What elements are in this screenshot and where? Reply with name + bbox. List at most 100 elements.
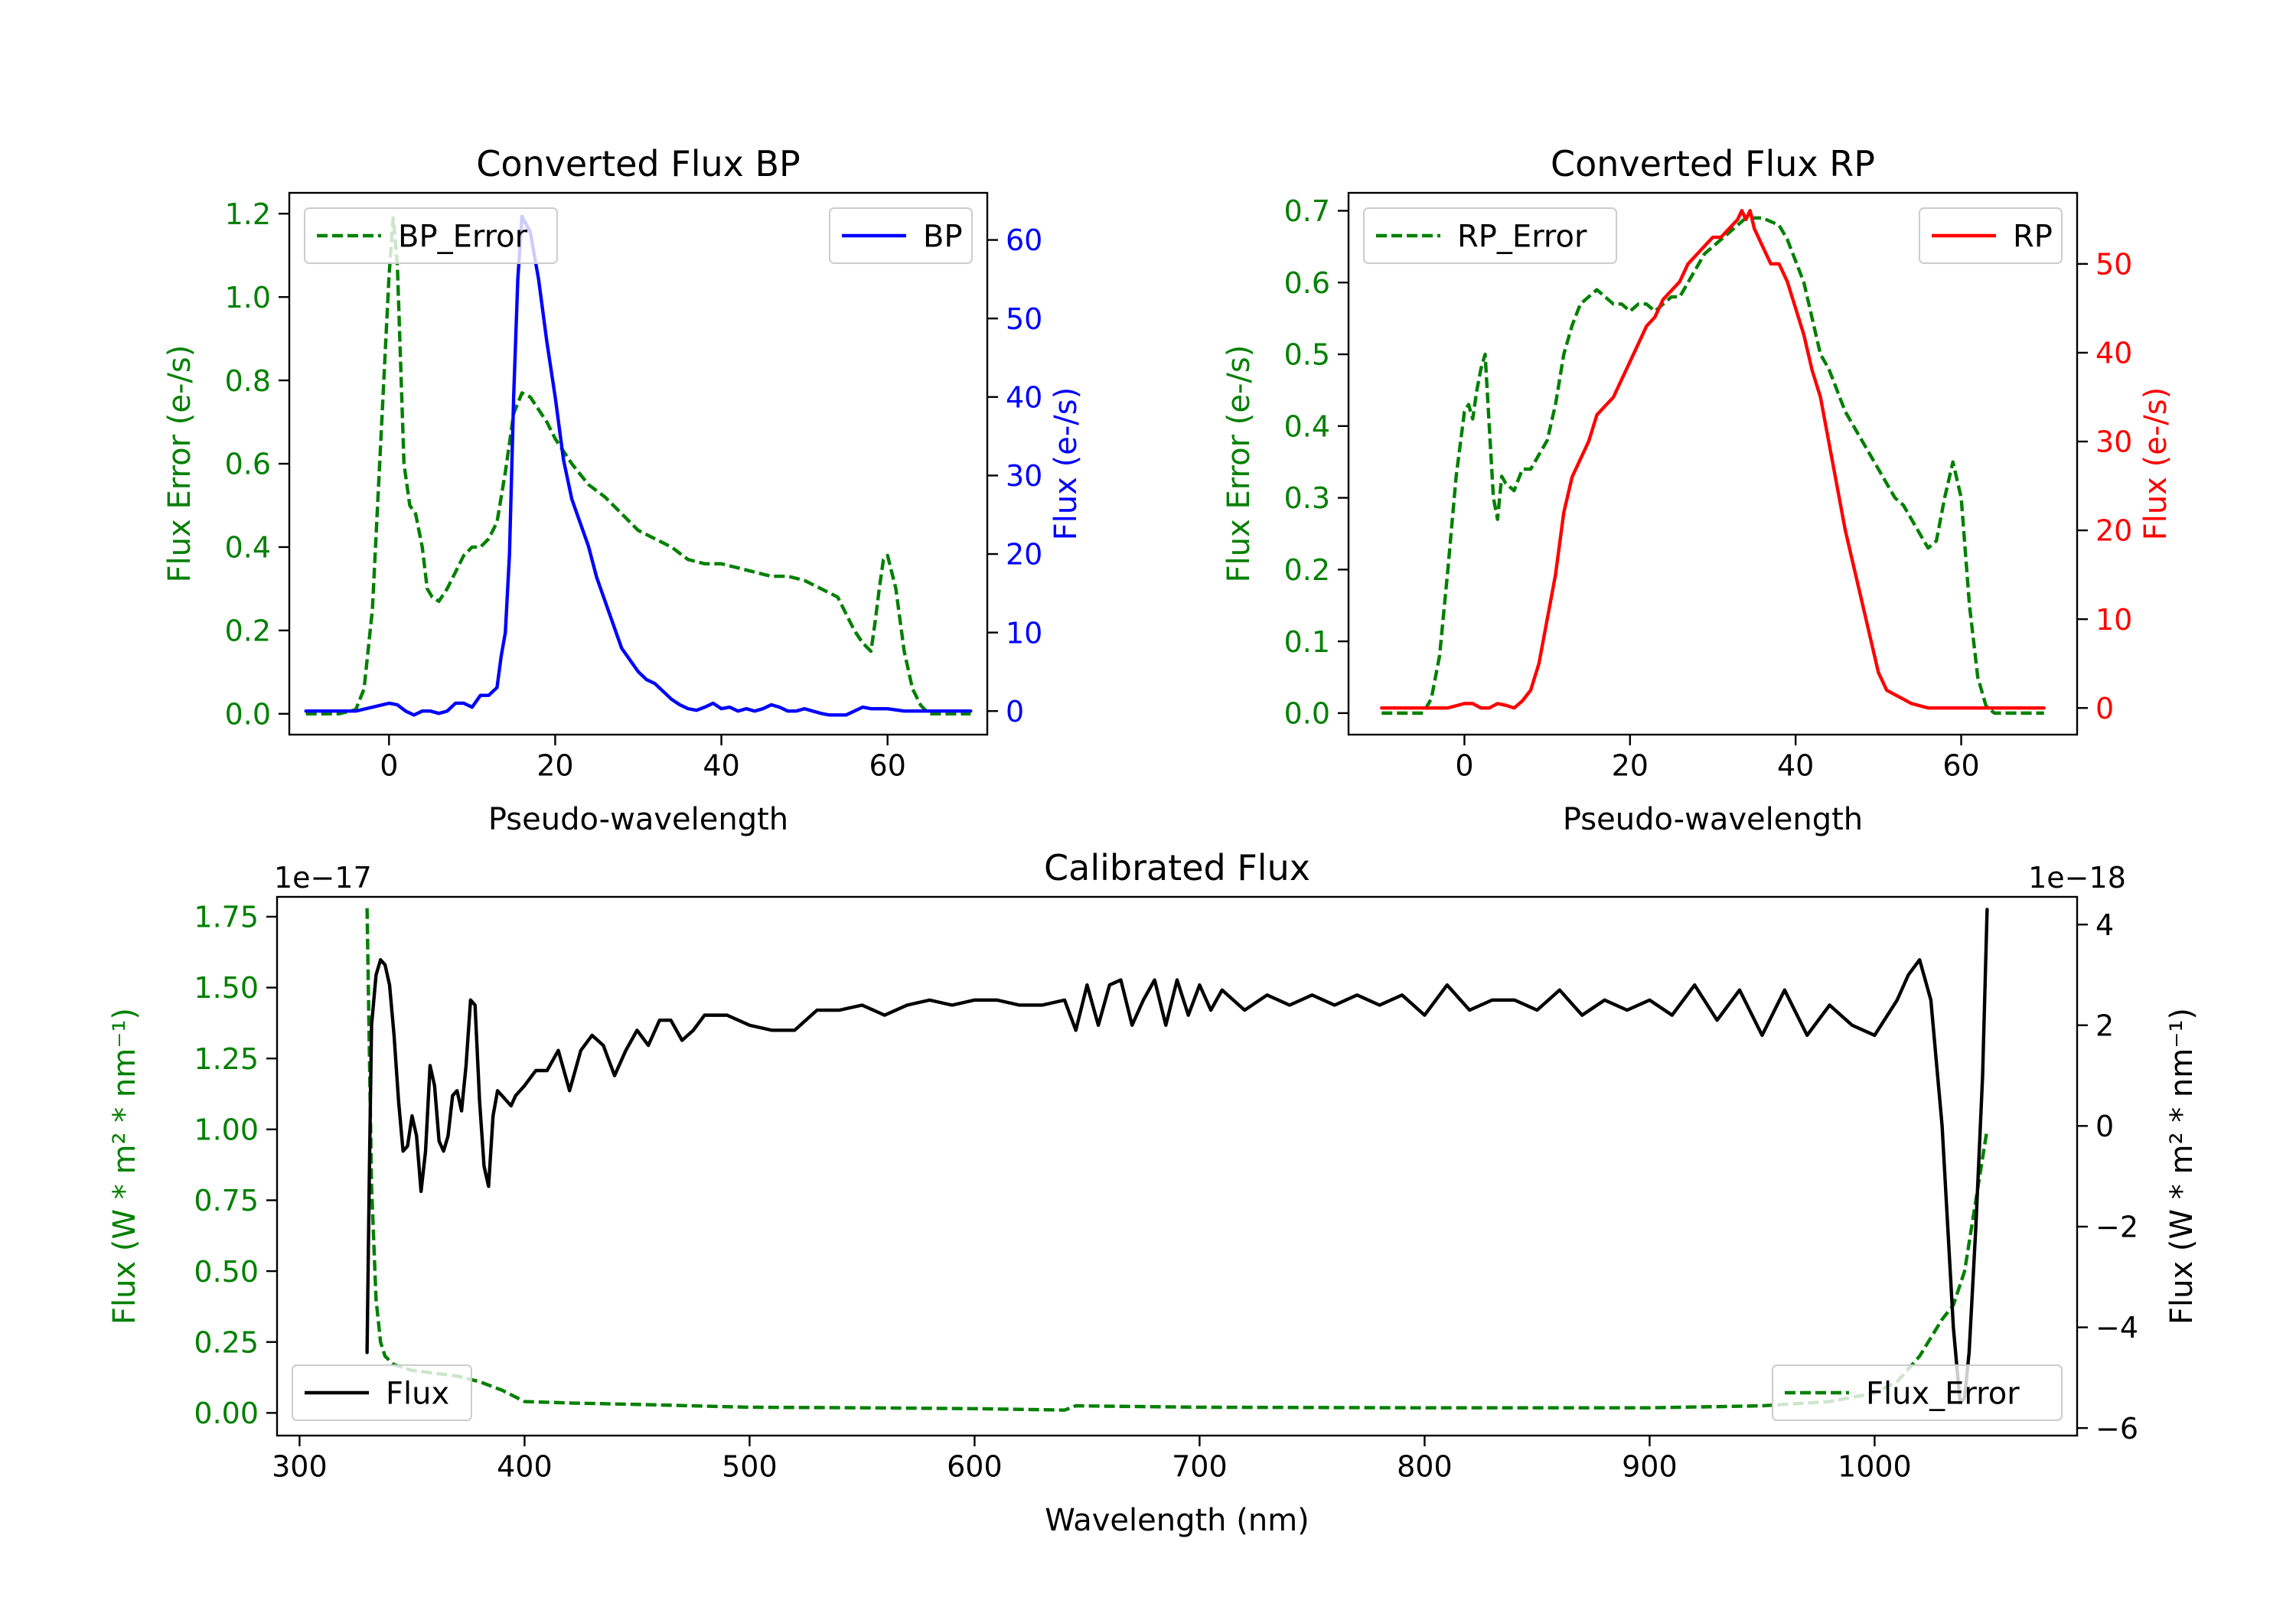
rp-y-left-tick-label: 0.3 xyxy=(1284,481,1330,515)
rp-y-right-tick-label: 40 xyxy=(2095,337,2132,370)
rp-series-rp xyxy=(1380,209,2046,710)
rp-subplot: 0 20 40 60 0.0 0.1 0.2 0.3 0.4 0.5 0.6 0.7 0 10 20 30 40… xyxy=(1221,143,2174,837)
bp-y-left-tick-label: 0.6 xyxy=(225,448,271,481)
bp-y-right-tick-label: 50 xyxy=(1006,302,1042,336)
bp-legend-left: BP_Error xyxy=(304,207,558,264)
calibrated-y-right-tick-label: −2 xyxy=(2095,1211,2138,1244)
bp-subplot: 0 20 40 60 0.0 0.2 0.4 0.6 0.8 1.0 1.2 0 10 20 30 40 50 6… xyxy=(162,143,1084,837)
calibrated-title: Calibrated Flux xyxy=(1044,847,1310,888)
bp-legend-right: BP xyxy=(829,207,973,264)
bp-title: Converted Flux BP xyxy=(476,143,801,184)
bp-legend-label: BP xyxy=(923,219,963,254)
calibrated-y-right-tick-label: 0 xyxy=(2095,1110,2114,1143)
bp-y-left-tick-label: 0.2 xyxy=(225,614,271,648)
bp-legend-label: BP_Error xyxy=(398,219,528,254)
calibrated-legend-label: Flux xyxy=(386,1376,449,1411)
rp-x-tick-label: 0 xyxy=(1455,749,1473,783)
rp-y-left-tick-label: 0.4 xyxy=(1284,409,1330,443)
calibrated-series-flux xyxy=(365,908,1989,1405)
rp-y-left-tick-label: 0.5 xyxy=(1284,338,1330,372)
rp-y-right-tick-label: 20 xyxy=(2095,514,2132,548)
bp-legend-box xyxy=(304,207,558,264)
rp-plot-frame xyxy=(1347,191,2079,736)
calibrated-x-tick-label: 400 xyxy=(497,1450,553,1484)
calibrated-y-right-tick-label: 4 xyxy=(2095,908,2114,942)
right-axis-offset-text: 1e−18 xyxy=(2028,861,2126,895)
calibrated-y-left-tick-label: 1.00 xyxy=(194,1113,259,1147)
calibrated-subplot: 300 400 500 600 700 800 900 1000 0.00 0.25 0.50 0.7… xyxy=(107,847,2200,1538)
calibrated-x-axis-label: Wavelength (nm) xyxy=(1045,1503,1309,1538)
bp-y-right-tick-label: 60 xyxy=(1006,223,1042,257)
bp-y-right-tick-label: 0 xyxy=(1006,695,1024,729)
left-axis-offset-text: 1e−17 xyxy=(274,861,372,895)
calibrated-y-left-tick-label: 1.25 xyxy=(194,1042,259,1076)
rp-y-left-tick-label: 0.7 xyxy=(1284,194,1330,228)
rp-legend-label: RP_Error xyxy=(1457,219,1587,254)
bp-y-left-tick-label: 1.0 xyxy=(225,281,271,315)
calibrated-plot-frame xyxy=(276,895,2079,1437)
calibrated-legend-box xyxy=(292,1364,472,1421)
calibrated-legend-left: Flux xyxy=(292,1364,472,1421)
rp-x-tick-label: 40 xyxy=(1777,749,1814,783)
calibrated-y-right-tick-label: −6 xyxy=(2095,1412,2138,1446)
calibrated-y-left-tick-label: 0.75 xyxy=(194,1184,259,1217)
rp-y-left-tick-label: 0.1 xyxy=(1284,625,1330,659)
bp-y-left-tick-label: 0.4 xyxy=(225,531,271,565)
rp-y-left-tick-label: 0.0 xyxy=(1284,697,1330,731)
rp-title: Converted Flux RP xyxy=(1551,143,1875,184)
rp-legend-label: RP xyxy=(2013,219,2053,254)
calibrated-x-tick-label: 500 xyxy=(722,1450,778,1484)
bp-x-tick-label: 40 xyxy=(703,749,739,783)
calibrated-y-left-tick-label: 0.25 xyxy=(194,1325,259,1359)
calibrated-x-tick-label: 700 xyxy=(1172,1450,1228,1484)
rp-x-tick-label: 60 xyxy=(1942,749,1979,783)
bp-y-right-tick-label: 10 xyxy=(1006,616,1042,650)
calibrated-y-left-axis-label: Flux (W * m² * nm⁻¹) xyxy=(107,1008,142,1325)
rp-y-right-tick-label: 30 xyxy=(2095,425,2132,459)
calibrated-legend-right: Flux_Error xyxy=(1772,1364,2063,1421)
calibrated-y-left-tick-label: 1.75 xyxy=(194,901,259,934)
calibrated-x-tick-label: 300 xyxy=(272,1450,328,1484)
bp-x-tick-label: 0 xyxy=(380,749,398,783)
bp-y-right-tick-label: 30 xyxy=(1006,459,1042,493)
bp-y-left-axis-label: Flux Error (e-/s) xyxy=(162,345,197,583)
rp-y-right-tick-label: 10 xyxy=(2095,603,2132,637)
bp-series-bp-error xyxy=(305,216,971,715)
bp-y-left-tick-label: 0.0 xyxy=(225,697,271,731)
calibrated-x-tick-label: 1000 xyxy=(1838,1450,1912,1484)
calibrated-legend-box xyxy=(1772,1364,2063,1421)
rp-legend-box xyxy=(1363,207,1617,264)
rp-y-right-tick-label: 50 xyxy=(2095,248,2132,282)
calibrated-y-left-tick-label: 0.00 xyxy=(194,1397,259,1430)
bp-x-tick-label: 20 xyxy=(536,749,573,783)
calibrated-x-tick-label: 800 xyxy=(1397,1450,1453,1484)
rp-y-left-tick-label: 0.6 xyxy=(1284,266,1330,300)
bp-series-bp xyxy=(304,214,973,717)
calibrated-x-tick-label: 600 xyxy=(947,1450,1003,1484)
rp-y-right-tick-label: 0 xyxy=(2095,692,2114,725)
bp-y-left-tick-label: 1.2 xyxy=(225,197,271,231)
rp-y-right-axis-label: Flux (e-/s) xyxy=(2138,387,2174,540)
bp-x-tick-label: 60 xyxy=(869,749,906,783)
calibrated-legend-label: Flux_Error xyxy=(1866,1376,2020,1411)
bp-y-right-axis-label: Flux (e-/s) xyxy=(1049,387,1084,540)
calibrated-y-right-tick-label: 2 xyxy=(2095,1009,2114,1042)
calibrated-y-right-axis-label: Flux (W * m² * nm⁻¹) xyxy=(2164,1008,2200,1325)
calibrated-y-left-tick-label: 0.50 xyxy=(194,1255,259,1289)
bp-y-right-tick-label: 20 xyxy=(1006,538,1042,572)
rp-legend-left: RP_Error xyxy=(1363,207,1617,264)
rp-series-rp-error xyxy=(1381,216,2044,715)
bp-y-right-tick-label: 40 xyxy=(1006,380,1042,414)
rp-x-tick-label: 20 xyxy=(1612,749,1649,783)
calibrated-y-left-tick-label: 1.50 xyxy=(194,971,259,1005)
calibrated-x-tick-label: 900 xyxy=(1622,1450,1678,1484)
bp-x-axis-label: Pseudo-wavelength xyxy=(488,802,788,837)
rp-x-axis-label: Pseudo-wavelength xyxy=(1563,802,1863,837)
bp-y-left-tick-label: 0.8 xyxy=(225,364,271,398)
rp-legend-right: RP xyxy=(1919,207,2063,264)
rp-y-left-tick-label: 0.2 xyxy=(1284,553,1330,587)
rp-y-left-axis-label: Flux Error (e-/s) xyxy=(1221,345,1257,583)
calibrated-y-right-tick-label: −4 xyxy=(2095,1311,2138,1345)
